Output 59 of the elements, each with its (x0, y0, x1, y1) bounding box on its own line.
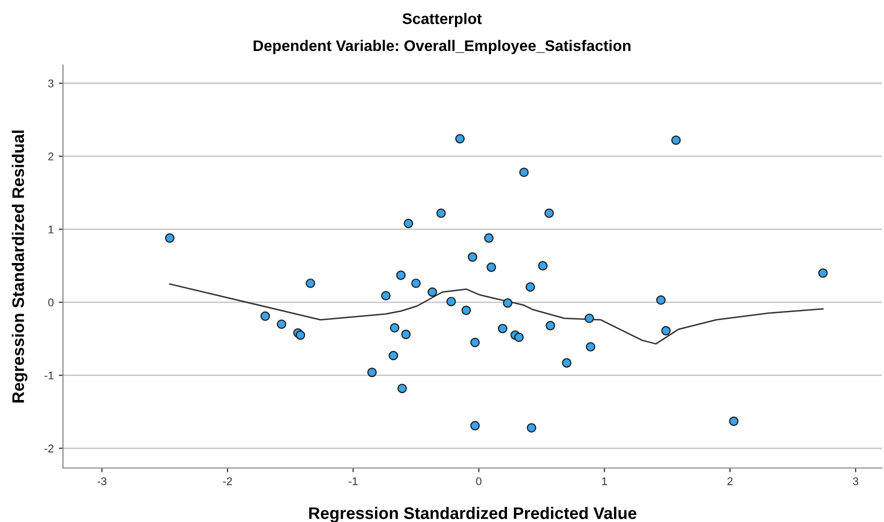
point (498, 324, 508, 334)
point (484, 233, 494, 243)
point (502, 298, 512, 308)
y-axis-title: Regression Standardized Residual (12, 130, 28, 402)
point (276, 319, 286, 329)
y-tick-label: 1 (48, 226, 54, 234)
point (470, 420, 480, 430)
y-tick-label: 2 (48, 152, 54, 160)
chart-subtitle: Dependent Variable: Overall_Employee_Satisfaction (254, 40, 630, 54)
point (729, 416, 738, 426)
point (656, 295, 666, 305)
point (396, 270, 406, 280)
x-tick-label: -3 (97, 477, 106, 486)
point (671, 135, 681, 145)
x-tick-label: -1 (348, 477, 358, 486)
point (818, 268, 828, 278)
point (436, 208, 446, 218)
point (562, 358, 572, 368)
x-tick-label: 2 (727, 477, 733, 486)
point (367, 368, 377, 378)
point (397, 384, 407, 394)
x-tick-label: 1 (602, 477, 607, 486)
x-axis-title: Regression Standardized Predicted Value (309, 506, 636, 522)
point (446, 296, 456, 306)
x-tick-label: 0 (476, 477, 482, 486)
point (296, 330, 306, 340)
point (455, 134, 465, 144)
chart-title: Scatterplot (402, 12, 482, 28)
point (306, 278, 316, 288)
point (519, 168, 529, 178)
point (661, 326, 671, 336)
x-tick-label: -2 (223, 477, 232, 486)
line-series (169, 283, 824, 345)
point (401, 330, 411, 340)
x-tick-label: 3 (852, 477, 858, 486)
point (514, 332, 524, 342)
point (462, 306, 471, 316)
point (165, 233, 174, 243)
point (526, 423, 536, 433)
y-tick-label: 3 (48, 80, 54, 88)
point (546, 320, 556, 330)
point (544, 208, 554, 218)
point (538, 261, 548, 270)
point (428, 287, 438, 297)
y-tick-label: -1 (44, 372, 54, 380)
point (411, 278, 421, 288)
point (390, 323, 400, 333)
y-tick-label: 0 (48, 298, 54, 306)
point (526, 282, 536, 292)
point (586, 342, 596, 352)
point (470, 338, 480, 348)
point (404, 218, 414, 228)
point (486, 262, 496, 272)
point (468, 252, 478, 262)
y-tick-label: -2 (44, 444, 54, 452)
point (381, 290, 391, 300)
point (584, 314, 594, 324)
point (260, 311, 270, 321)
point (388, 350, 398, 360)
